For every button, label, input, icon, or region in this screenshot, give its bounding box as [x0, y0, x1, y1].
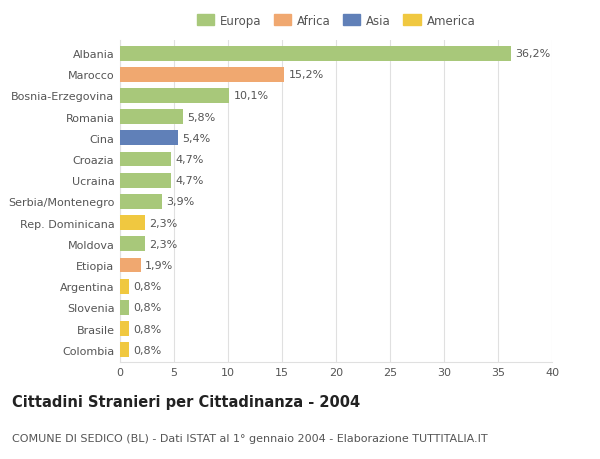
Bar: [120, 131, 178, 146]
Bar: [120, 258, 140, 273]
Text: 4,7%: 4,7%: [175, 176, 203, 186]
Bar: [120, 279, 128, 294]
Bar: [120, 321, 128, 336]
Text: 0,8%: 0,8%: [133, 324, 161, 334]
Text: COMUNE DI SEDICO (BL) - Dati ISTAT al 1° gennaio 2004 - Elaborazione TUTTITALIA.: COMUNE DI SEDICO (BL) - Dati ISTAT al 1°…: [12, 433, 488, 442]
Text: Cittadini Stranieri per Cittadinanza - 2004: Cittadini Stranieri per Cittadinanza - 2…: [12, 394, 360, 409]
Bar: [120, 195, 162, 209]
Text: 15,2%: 15,2%: [289, 70, 324, 80]
Text: 36,2%: 36,2%: [515, 49, 551, 59]
Text: 0,8%: 0,8%: [133, 281, 161, 291]
Bar: [120, 68, 284, 83]
Bar: [120, 300, 128, 315]
Text: 2,3%: 2,3%: [149, 239, 178, 249]
Text: 5,4%: 5,4%: [182, 134, 211, 144]
Legend: Europa, Africa, Asia, America: Europa, Africa, Asia, America: [192, 10, 480, 32]
Text: 4,7%: 4,7%: [175, 155, 203, 165]
Bar: [120, 152, 171, 167]
Text: 0,8%: 0,8%: [133, 302, 161, 313]
Bar: [120, 47, 511, 62]
Text: 3,9%: 3,9%: [166, 197, 194, 207]
Bar: [120, 342, 128, 357]
Bar: [120, 237, 145, 252]
Text: 10,1%: 10,1%: [233, 91, 269, 101]
Text: 1,9%: 1,9%: [145, 260, 173, 270]
Text: 0,8%: 0,8%: [133, 345, 161, 355]
Text: 2,3%: 2,3%: [149, 218, 178, 228]
Bar: [120, 174, 171, 188]
Text: 5,8%: 5,8%: [187, 112, 215, 123]
Bar: [120, 216, 145, 230]
Bar: [120, 89, 229, 104]
Bar: [120, 110, 182, 125]
